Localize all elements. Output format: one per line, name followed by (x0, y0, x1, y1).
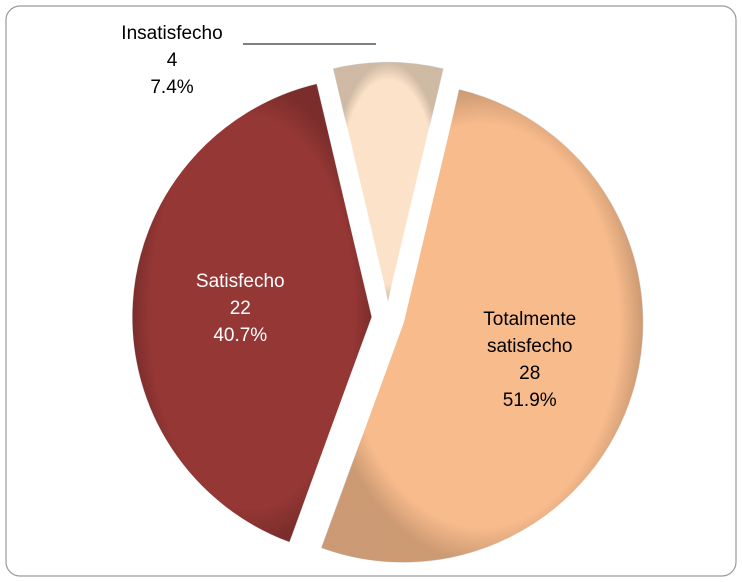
slice-label-word: satisfecho (487, 336, 573, 357)
slice-label-percent: 51.9% (503, 390, 557, 411)
slice-label-percent: 40.7% (213, 325, 267, 346)
slice-label-value: 4 (167, 50, 178, 71)
slice-label-word: Totalmente (483, 309, 576, 330)
slice-label-value: 28 (519, 363, 540, 384)
slice-label-name: Insatisfecho (121, 23, 222, 44)
slice-label-name: Totalmente satisfecho (483, 309, 576, 357)
slice-label-value: 22 (230, 298, 251, 319)
slice-label-percent: 7.4% (150, 77, 193, 98)
slice-label-name: Satisfecho (196, 271, 285, 292)
